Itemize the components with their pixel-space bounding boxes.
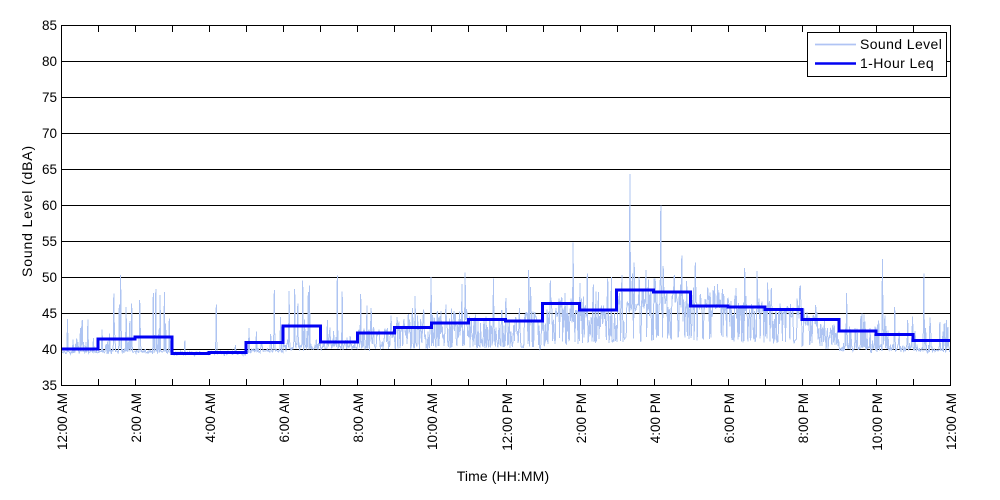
svg-text:12:00 AM: 12:00 AM: [55, 393, 70, 450]
svg-text:80: 80: [42, 54, 57, 69]
svg-text:10:00 PM: 10:00 PM: [870, 393, 885, 451]
svg-text:Time (HH:MM): Time (HH:MM): [457, 468, 549, 484]
svg-text:10:00 AM: 10:00 AM: [425, 393, 440, 450]
svg-text:40: 40: [42, 342, 57, 357]
svg-text:70: 70: [42, 126, 57, 141]
svg-text:45: 45: [42, 306, 57, 321]
svg-text:12:00 AM: 12:00 AM: [944, 393, 959, 450]
svg-text:35: 35: [42, 378, 57, 393]
svg-text:85: 85: [42, 18, 57, 33]
svg-text:65: 65: [42, 162, 57, 177]
svg-text:Sound Level: Sound Level: [860, 36, 942, 52]
svg-text:2:00 AM: 2:00 AM: [129, 393, 144, 443]
svg-text:8:00 PM: 8:00 PM: [796, 393, 811, 443]
svg-text:2:00 PM: 2:00 PM: [574, 393, 589, 443]
svg-text:60: 60: [42, 198, 57, 213]
svg-text:12:00 PM: 12:00 PM: [500, 393, 515, 451]
svg-text:4:00 AM: 4:00 AM: [203, 393, 218, 443]
svg-text:Sound Level (dBA): Sound Level (dBA): [19, 145, 35, 277]
svg-text:6:00 PM: 6:00 PM: [722, 393, 737, 443]
svg-text:55: 55: [42, 234, 57, 249]
svg-text:4:00 PM: 4:00 PM: [648, 393, 663, 443]
svg-text:1-Hour Leq: 1-Hour Leq: [860, 55, 934, 71]
svg-text:50: 50: [42, 270, 57, 285]
svg-text:6:00 AM: 6:00 AM: [277, 393, 292, 443]
svg-text:8:00 AM: 8:00 AM: [351, 393, 366, 443]
svg-text:75: 75: [42, 90, 57, 105]
